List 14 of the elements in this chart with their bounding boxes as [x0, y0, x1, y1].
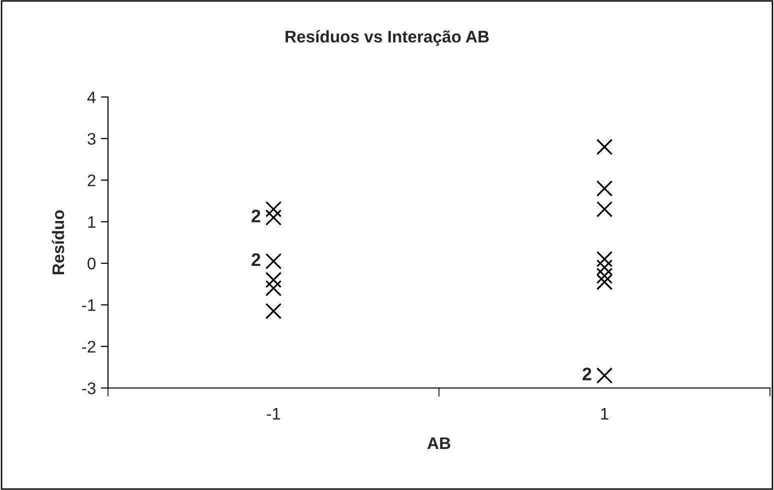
y-tick-label: 4 — [87, 92, 96, 104]
y-tick-label: -3 — [82, 382, 96, 394]
annotation: 2 — [252, 210, 260, 222]
x-axis-title: AB — [427, 437, 450, 449]
y-tick-label: 2 — [88, 174, 96, 186]
chart-title: Resíduos vs Interação AB — [286, 30, 489, 46]
annotation: 2 — [582, 368, 592, 380]
y-tick-label: 3 — [88, 132, 96, 145]
y-tick-label: 1 — [88, 216, 96, 228]
y-tick-label: 0 — [88, 258, 96, 270]
y-tick-label: -1 — [82, 299, 96, 311]
y-tick-label: -2 — [82, 340, 96, 352]
y-axis-title: Resíduo — [52, 210, 64, 274]
annotation: 2 — [252, 253, 260, 266]
